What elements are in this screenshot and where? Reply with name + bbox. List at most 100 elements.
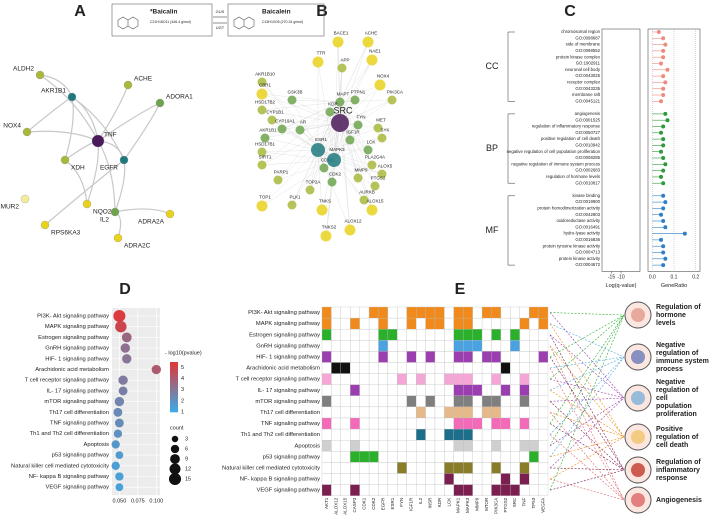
term-label: GO:0004713 (575, 250, 600, 255)
cell (491, 428, 502, 441)
node (20, 194, 30, 204)
cell (519, 428, 530, 441)
row-label: Apoptosis (295, 443, 321, 449)
process-icon-core (631, 308, 645, 322)
dot (114, 396, 125, 407)
column-label: CDK2 (371, 497, 376, 510)
cell (425, 406, 436, 419)
cell (397, 317, 407, 330)
process-icon-core (631, 493, 645, 507)
cell (529, 406, 539, 419)
cell (481, 451, 492, 463)
row-label: Natural killer cell mediated cytotoxicit… (222, 465, 320, 471)
colorbar-cell (170, 377, 178, 380)
node (337, 63, 347, 73)
node-label: AKR1B1 (41, 88, 66, 95)
cell (500, 306, 511, 319)
cell (519, 406, 530, 419)
edge (339, 41, 369, 124)
cell (500, 351, 511, 363)
cell (453, 473, 464, 485)
cell (416, 317, 426, 330)
cell (510, 329, 520, 341)
x-tick-label: 0.100 (149, 499, 163, 505)
cell (387, 351, 398, 363)
dot (656, 30, 661, 34)
node-label: NMUR2 (0, 204, 19, 211)
cell (529, 428, 539, 441)
column-label: SRC (512, 497, 517, 507)
cell (500, 484, 511, 496)
colorbar-cell (170, 379, 178, 383)
cell (434, 462, 445, 474)
colorbar-cell (170, 392, 178, 395)
cell (481, 462, 492, 474)
cell (321, 317, 332, 330)
x-axis-label: Log(q-value) (606, 283, 637, 289)
cell (387, 440, 398, 452)
dot (121, 332, 132, 343)
edge (317, 149, 323, 211)
cell (387, 462, 398, 474)
cell (472, 484, 483, 496)
node (319, 163, 329, 173)
cell (416, 428, 426, 441)
cell (434, 417, 445, 430)
cell (321, 462, 332, 474)
dot (151, 364, 161, 375)
edge (339, 67, 343, 103)
node-label: ADRA2C (124, 243, 151, 250)
cell (500, 473, 511, 485)
cell (425, 329, 436, 341)
cell (321, 329, 332, 341)
column-label: LCK (446, 498, 451, 507)
cell (529, 373, 539, 385)
cell (434, 329, 445, 341)
legend-dot (171, 435, 179, 443)
cell (510, 351, 520, 363)
row-label: p53 signaling pathway (263, 454, 320, 460)
cell (538, 428, 549, 441)
cell (331, 351, 341, 363)
cell (434, 340, 445, 352)
cell (331, 340, 341, 352)
node-label: SYK (380, 128, 389, 133)
edge (281, 128, 335, 161)
x-tick-label: 0.0 (649, 275, 656, 281)
cell (463, 428, 473, 441)
cell (529, 317, 539, 330)
dot (115, 451, 124, 460)
cell (519, 417, 530, 430)
cell (491, 362, 502, 374)
node-label: ALDH2 (13, 66, 34, 73)
cell (359, 462, 370, 474)
cell (359, 340, 370, 352)
edge (97, 102, 161, 142)
column-label: ESR1 (390, 497, 395, 509)
cell (538, 373, 549, 385)
node (362, 36, 374, 48)
cell (340, 351, 351, 363)
link (549, 312, 625, 399)
link (549, 356, 625, 369)
dot (661, 74, 666, 79)
cell (425, 373, 436, 385)
dot (115, 472, 124, 481)
dot (665, 67, 670, 72)
cell (463, 351, 473, 363)
cell (463, 329, 473, 341)
cell (510, 317, 520, 330)
cell (481, 395, 492, 408)
cell (397, 451, 407, 463)
cell (529, 340, 539, 352)
cell (416, 440, 426, 452)
node-label: NAE1 (369, 49, 381, 54)
process-icon-core (631, 391, 645, 405)
process-icon-core (631, 463, 645, 477)
cell (387, 473, 398, 485)
cell (453, 317, 464, 330)
edge (281, 122, 341, 130)
term-label: protein kinase activity (559, 256, 601, 261)
cell (387, 362, 398, 374)
node-label: PLA2G4A (365, 155, 385, 160)
